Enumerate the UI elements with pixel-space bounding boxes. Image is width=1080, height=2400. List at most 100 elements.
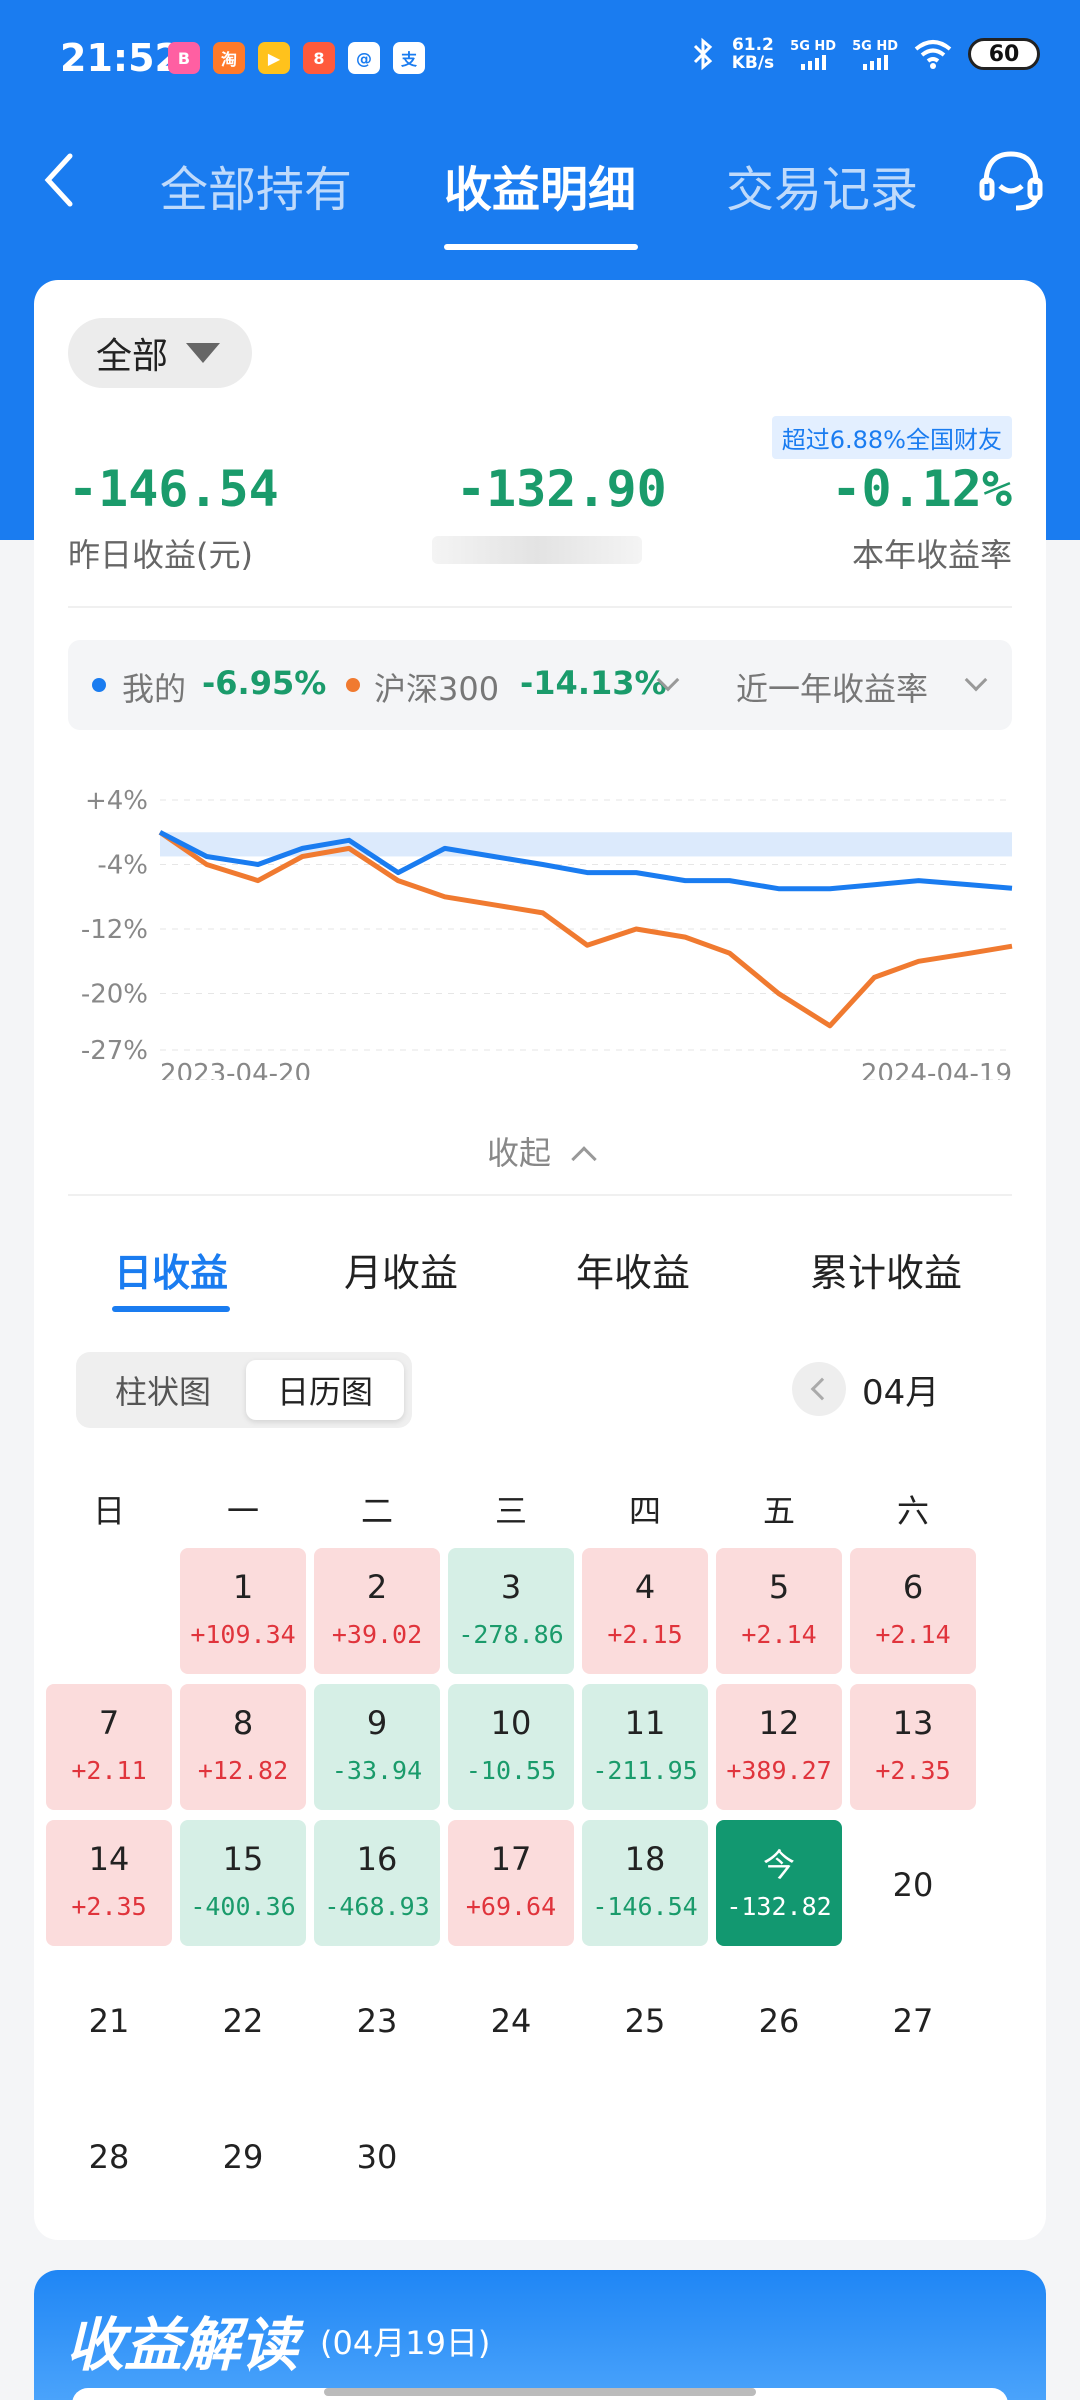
day-number: 1 bbox=[232, 1568, 254, 1606]
net-speed: 61.2 KB/s bbox=[731, 35, 775, 73]
tab-monthly-earnings[interactable]: 月收益 bbox=[344, 1251, 459, 1295]
day-number: 30 bbox=[356, 2138, 398, 2176]
earnings-card: 全部 超过6.88%全国财友 -146.54 昨日收益(元) -132.90 -… bbox=[34, 280, 1046, 2240]
calendar-day[interactable]: 8 +12.82 bbox=[180, 1684, 306, 1810]
bar-chart-view-option[interactable]: 柱状图 bbox=[114, 1373, 211, 1411]
tab-all-holdings[interactable]: 全部持有 bbox=[160, 162, 353, 218]
day-earnings: +2.35 bbox=[875, 1756, 951, 1785]
calendar-day[interactable]: 13 +2.35 bbox=[850, 1684, 976, 1810]
calendar-day[interactable]: 2 +39.02 bbox=[314, 1548, 440, 1674]
calendar-day[interactable]: 25 bbox=[582, 1956, 708, 2082]
tab-transactions[interactable]: 交易记录 bbox=[726, 162, 919, 218]
day-earnings: -468.93 bbox=[324, 1892, 430, 1921]
weekday-label: 六 bbox=[896, 1492, 929, 1530]
home-indicator[interactable] bbox=[324, 2388, 756, 2396]
day-earnings: +39.02 bbox=[331, 1620, 423, 1649]
calendar-day[interactable]: 26 bbox=[716, 1956, 842, 2082]
calendar-day[interactable]: 27 bbox=[850, 1956, 976, 2082]
calendar-view-option[interactable]: 日历图 bbox=[246, 1360, 404, 1420]
mine-dot-icon bbox=[92, 678, 106, 692]
calendar-day[interactable]: 18 -146.54 bbox=[582, 1820, 708, 1946]
legend-index-label[interactable]: 沪深300 bbox=[374, 670, 500, 708]
day-number: 29 bbox=[222, 2138, 264, 2176]
alipay-icon: 支 bbox=[393, 42, 425, 74]
view-toggle: 柱状图 日历图 bbox=[76, 1352, 412, 1428]
calendar-day[interactable]: 10 -10.55 bbox=[448, 1684, 574, 1810]
year-rate-value: -0.12% bbox=[831, 460, 1012, 518]
calendar-day[interactable]: 11 -211.95 bbox=[582, 1684, 708, 1810]
filter-dropdown[interactable]: 全部 bbox=[68, 318, 252, 388]
calendar-day[interactable]: 22 bbox=[180, 1956, 306, 2082]
calendar-day[interactable]: 7 +2.11 bbox=[46, 1684, 172, 1810]
calendar-day[interactable]: 29 bbox=[180, 2092, 306, 2218]
day-earnings: -146.54 bbox=[592, 1892, 698, 1921]
day-number: 18 bbox=[624, 1840, 666, 1878]
day-number: 10 bbox=[490, 1704, 532, 1742]
calendar-day[interactable]: 14 +2.35 bbox=[46, 1820, 172, 1946]
calendar-day[interactable]: 1 +109.34 bbox=[180, 1548, 306, 1674]
day-earnings: +12.82 bbox=[197, 1756, 289, 1785]
collapse-button[interactable]: 收起 bbox=[34, 1128, 1046, 1174]
back-arrow-icon[interactable] bbox=[36, 150, 86, 210]
weekday-label: 四 bbox=[628, 1492, 661, 1530]
day-number: 3 bbox=[500, 1568, 522, 1606]
weekday-label: 三 bbox=[494, 1492, 527, 1530]
customer-service-icon[interactable] bbox=[976, 146, 1046, 216]
interpretation-date: (04月19日) bbox=[320, 2324, 491, 2362]
calendar-day[interactable]: 24 bbox=[448, 1956, 574, 2082]
calendar-day[interactable]: 4 +2.15 bbox=[582, 1548, 708, 1674]
day-number: 26 bbox=[758, 2002, 800, 2040]
calendar-day[interactable]: 3 -278.86 bbox=[448, 1548, 574, 1674]
chevron-down-icon[interactable] bbox=[964, 668, 988, 692]
calendar-day[interactable]: 21 bbox=[46, 1956, 172, 2082]
day-number: 9 bbox=[366, 1704, 388, 1742]
day-earnings: -211.95 bbox=[592, 1756, 698, 1785]
day-number: 7 bbox=[98, 1704, 120, 1742]
y-tick-label: -20% bbox=[81, 980, 148, 1010]
interpretation-title: 收益解读 bbox=[66, 2311, 299, 2379]
day-earnings: +2.14 bbox=[875, 1620, 951, 1649]
series-line-index bbox=[158, 830, 1013, 1029]
day-number: 24 bbox=[490, 2002, 532, 2040]
day-number: 4 bbox=[634, 1568, 656, 1606]
period-selector[interactable]: 近一年收益率 bbox=[736, 670, 929, 708]
active-period-indicator bbox=[112, 1306, 230, 1312]
calendar-day[interactable]: 12 +389.27 bbox=[716, 1684, 842, 1810]
calendar-day[interactable]: 9 -33.94 bbox=[314, 1684, 440, 1810]
signal-icon-sim1: 5G HD bbox=[790, 39, 836, 70]
day-number: 今 bbox=[762, 1846, 795, 1884]
weekday-label: 二 bbox=[360, 1492, 393, 1530]
top-nav: 全部持有 收益明细 交易记录 bbox=[0, 120, 1080, 260]
day-earnings: +2.15 bbox=[607, 1620, 683, 1649]
calendar-day[interactable]: 23 bbox=[314, 1956, 440, 2082]
tab-earnings-detail[interactable]: 收益明细 bbox=[444, 162, 637, 218]
calendar-day[interactable]: 15 -400.36 bbox=[180, 1820, 306, 1946]
calendar-day[interactable]: 17 +69.64 bbox=[448, 1820, 574, 1946]
tab-yearly-earnings[interactable]: 年收益 bbox=[576, 1251, 691, 1295]
calendar-day-today[interactable]: 今 -132.82 bbox=[716, 1820, 842, 1946]
day-number: 13 bbox=[892, 1704, 934, 1742]
calendar-day[interactable]: 28 bbox=[46, 2092, 172, 2218]
redacted-label bbox=[432, 536, 642, 564]
tab-cumulative-earnings[interactable]: 累计收益 bbox=[810, 1251, 963, 1295]
tab-daily-earnings[interactable]: 日收益 bbox=[114, 1251, 229, 1295]
calendar-day[interactable]: 20 bbox=[850, 1820, 976, 1946]
shopping-icon: 淘 bbox=[213, 42, 245, 74]
returns-chart: +4% -4% -12% -20% -27% 2023-04-20 2024-04-19 bbox=[81, 786, 1013, 1080]
day-number: 28 bbox=[88, 2138, 130, 2176]
index-dot-icon bbox=[346, 678, 360, 692]
divider bbox=[68, 1194, 1012, 1196]
calendar-day[interactable]: 16 -468.93 bbox=[314, 1820, 440, 1946]
day-earnings: -10.55 bbox=[465, 1756, 557, 1785]
signal-icon-sim2: 5G HD bbox=[852, 39, 898, 70]
calendar-day[interactable]: 30 bbox=[314, 2092, 440, 2218]
x-tick-label: 2024-04-19 bbox=[861, 1059, 1012, 1080]
prev-month-button[interactable] bbox=[792, 1362, 846, 1416]
day-earnings: +389.27 bbox=[726, 1756, 832, 1785]
day-earnings: -132.82 bbox=[726, 1892, 832, 1921]
battery-icon: 60 bbox=[968, 38, 1040, 70]
calendar-day[interactable]: 6 +2.14 bbox=[850, 1548, 976, 1674]
day-number: 15 bbox=[222, 1840, 264, 1878]
calendar-day[interactable]: 5 +2.14 bbox=[716, 1548, 842, 1674]
chevron-up-icon bbox=[571, 1146, 597, 1172]
